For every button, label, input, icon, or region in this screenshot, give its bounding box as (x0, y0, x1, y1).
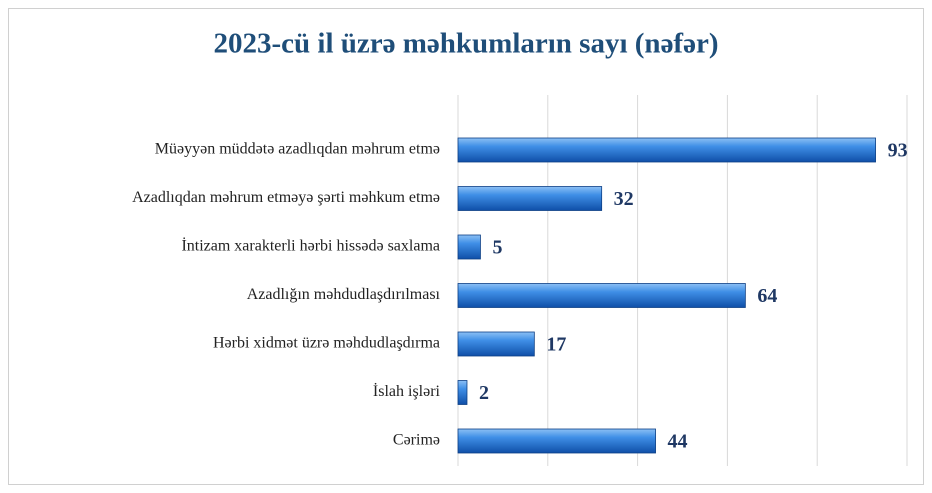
bar (457, 186, 603, 211)
bar (457, 331, 535, 357)
value-label: 2 (479, 382, 489, 404)
value-label: 5 (492, 237, 502, 259)
bar (457, 234, 481, 260)
bar (457, 283, 746, 308)
category-label: Azadlıqdan məhrum etməyə şərti məhkum et… (132, 189, 440, 206)
bar (457, 137, 876, 163)
category-label: Müəyyən müddətə azadlıqdan məhrum etmə (155, 141, 440, 158)
value-label: 64 (757, 285, 777, 307)
value-label: 44 (668, 431, 688, 453)
value-label: 17 (546, 334, 566, 356)
category-label: Hərbi xidmət üzrə məhdudlaşdırma (213, 335, 440, 352)
category-label: İslah işləri (373, 382, 441, 400)
bar (457, 428, 656, 454)
value-label: 93 (888, 140, 908, 162)
category-label: Azadlığın məhdudlaşdırılması (247, 286, 441, 303)
category-label: Cərimə (393, 432, 440, 449)
chart-title: 2023-cü il üzrə məhkumların sayı (nəfər) (213, 28, 718, 60)
category-label: İntizam xarakterli hərbi hissədə saxlama (181, 237, 440, 255)
value-label: 32 (614, 188, 634, 210)
bar (457, 380, 468, 405)
